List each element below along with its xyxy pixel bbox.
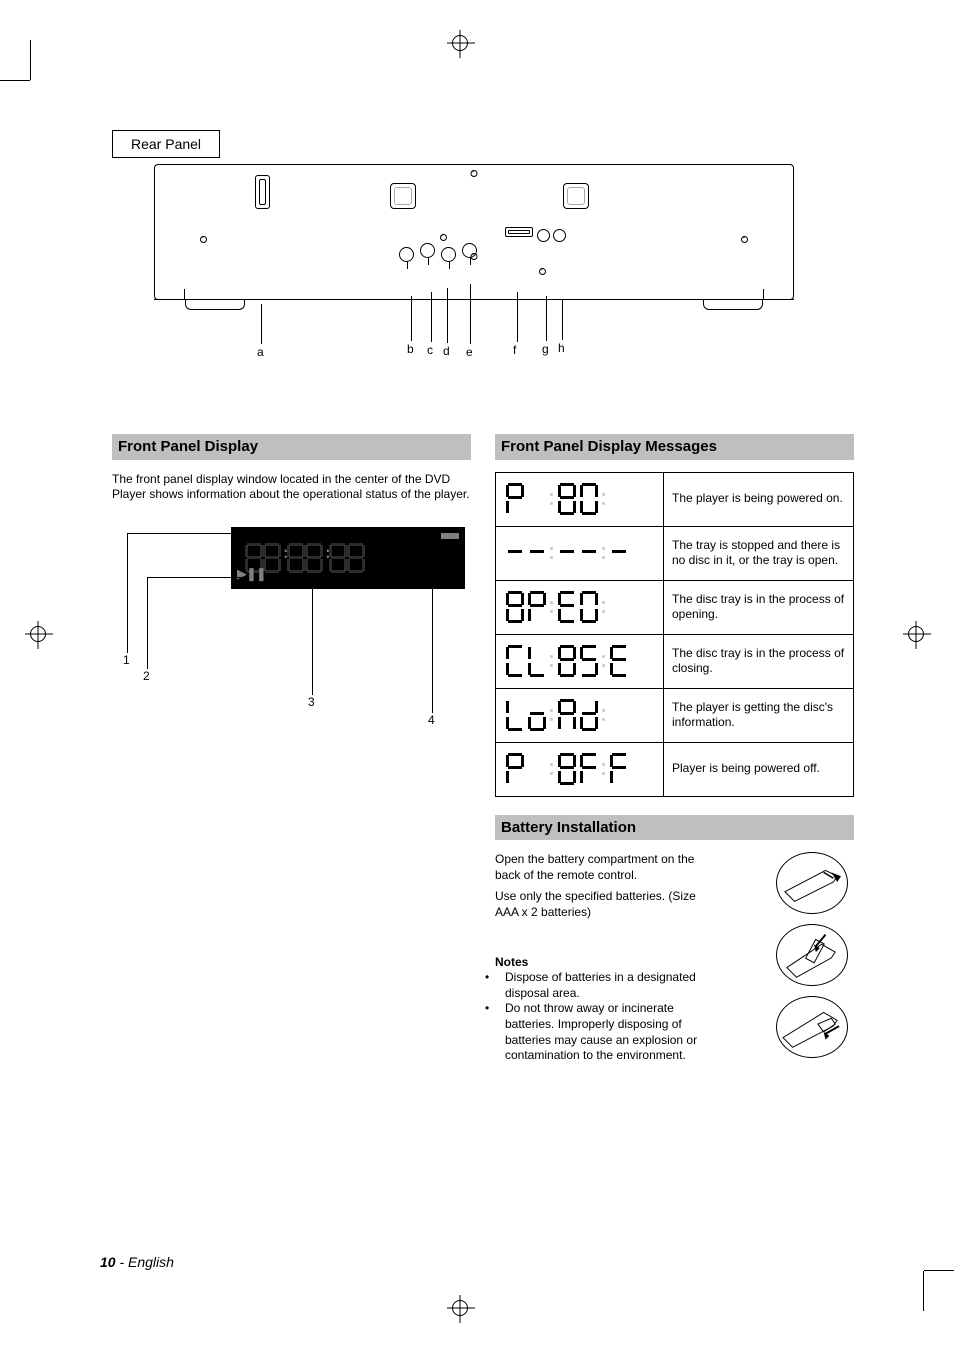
rear-panel-title: Rear Panel xyxy=(112,130,220,158)
display-messages-heading: Front Panel Display Messages xyxy=(495,434,854,460)
callout-label: h xyxy=(558,341,565,357)
note-item: •Dispose of batteries in a designated di… xyxy=(495,970,703,1001)
battery-step-text: Open the battery compartment on the back… xyxy=(495,852,703,883)
display-messages-table: The player is being powered on.The tray … xyxy=(495,472,854,797)
front-display-intro: The front panel display window located i… xyxy=(112,472,471,503)
message-description: The tray is stopped and there is no disc… xyxy=(664,526,854,580)
registration-mark xyxy=(30,626,46,642)
table-row: Player is being powered off. xyxy=(496,742,854,796)
registration-mark xyxy=(908,626,924,642)
battery-figure-1 xyxy=(776,852,848,914)
notes-heading: Notes xyxy=(495,955,703,971)
message-description: The disc tray is in the process of openi… xyxy=(664,580,854,634)
vfd-callout: 3 xyxy=(308,695,315,711)
callout-label: g xyxy=(542,342,549,358)
registration-mark xyxy=(452,35,468,51)
vfd-callout: 4 xyxy=(428,713,435,729)
callout-label: e xyxy=(466,345,473,361)
table-row: The disc tray is in the process of openi… xyxy=(496,580,854,634)
callout-label: a xyxy=(257,345,264,361)
callout-label: f xyxy=(513,343,516,359)
crop-mark xyxy=(0,40,40,110)
battery-step-text: Use only the specified batteries. (Size … xyxy=(495,889,703,920)
callout-label: d xyxy=(443,344,450,360)
table-row: The player is getting the disc's informa… xyxy=(496,688,854,742)
note-item: •Do not throw away or incinerate batteri… xyxy=(495,1001,703,1063)
rear-panel-callouts: a b c d e f g h xyxy=(154,304,794,390)
front-display-heading: Front Panel Display xyxy=(112,434,471,460)
table-row: The disc tray is in the process of closi… xyxy=(496,634,854,688)
page-number: 10 - English xyxy=(100,1253,174,1271)
rear-panel-diagram xyxy=(154,164,794,300)
crop-mark xyxy=(914,1241,954,1311)
battery-figure-3 xyxy=(776,996,848,1058)
message-description: The player is being powered on. xyxy=(664,472,854,526)
callout-label: c xyxy=(427,343,433,359)
battery-figures xyxy=(710,852,854,1058)
battery-figure-2 xyxy=(776,924,848,986)
vfd-callout: 1 xyxy=(123,653,130,669)
vfd-callout: 2 xyxy=(143,669,150,685)
table-row: The tray is stopped and there is no disc… xyxy=(496,526,854,580)
vfd-diagram: : : ▶❚❚ 1 2 3 4 xyxy=(112,515,471,733)
table-row: The player is being powered on. xyxy=(496,472,854,526)
battery-heading: Battery Installation xyxy=(495,815,854,841)
registration-mark xyxy=(452,1300,468,1316)
message-description: The player is getting the disc's informa… xyxy=(664,688,854,742)
callout-label: b xyxy=(407,342,414,358)
message-description: The disc tray is in the process of closi… xyxy=(664,634,854,688)
message-description: Player is being powered off. xyxy=(664,742,854,796)
